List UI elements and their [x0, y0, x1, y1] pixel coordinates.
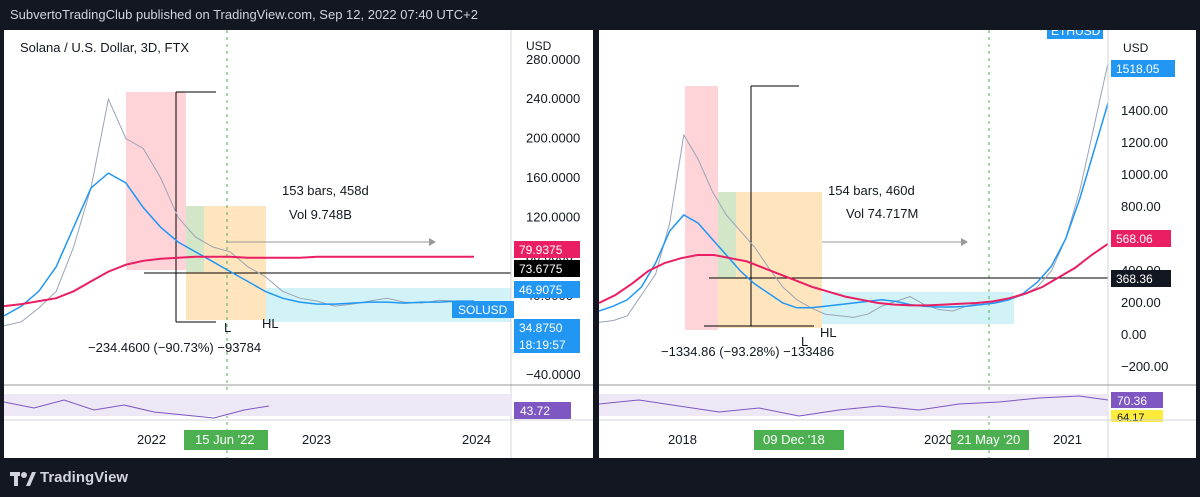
- price-tag-bg: [514, 319, 580, 336]
- y-tick-label: 200.0000: [526, 131, 580, 146]
- y-axis-unit: USD: [1123, 41, 1149, 55]
- higher-low-label: HL: [262, 316, 279, 331]
- price-tag-label: 1518.05: [1116, 62, 1160, 76]
- rsi-band: [4, 394, 511, 416]
- y-tick-label: 1000.00: [1121, 167, 1168, 182]
- volume-label: Vol 74.717M: [846, 206, 918, 221]
- y-tick-label: 800.00: [1121, 199, 1161, 214]
- price-tag-bg: [514, 260, 580, 277]
- projection-arrowhead: [961, 238, 968, 246]
- drop-zone-red: [126, 92, 186, 270]
- x-tick-2022: 2022: [137, 432, 166, 447]
- low-label: L: [801, 334, 808, 349]
- sma-series: [599, 242, 1109, 307]
- date-highlight-label-2: 21 May '20: [957, 432, 1020, 447]
- price-tag-label: 79.9375: [519, 243, 563, 257]
- x-tick-2024: 2024: [462, 432, 491, 447]
- y-tick-label: 200.00: [1121, 295, 1161, 310]
- chart-panel-solusd[interactable]: Solana / U.S. Dollar, 3D, FTX 153 bars, …: [4, 30, 593, 458]
- low-label: L: [224, 320, 231, 335]
- chart-svg-solusd[interactable]: Solana / U.S. Dollar, 3D, FTX 153 bars, …: [4, 30, 593, 458]
- publish-header: SubvertoTradingClub published on Trading…: [0, 0, 1200, 30]
- rsi-value: 43.72: [520, 404, 550, 418]
- footer-bar: TradingView: [0, 458, 1200, 497]
- ema-series: [4, 172, 474, 317]
- price-tag-bg: [1111, 270, 1171, 287]
- chart-panel-ethusd[interactable]: 154 bars, 460d Vol 74.717M −1334.86 (−93…: [599, 30, 1196, 458]
- y-axis-unit: USD: [526, 39, 552, 53]
- x-tick-2021: 2021: [1053, 432, 1082, 447]
- x-tick-2020: 2020: [924, 432, 953, 447]
- rsi-value-bottom: 64.17: [1117, 412, 1145, 424]
- x-tick-2018: 2018: [668, 432, 697, 447]
- price-tag-label: 73.6775: [519, 262, 563, 276]
- price-tag-bg: [1111, 60, 1175, 77]
- measure-label: −234.4600 (−90.73%) −93784: [88, 340, 261, 355]
- rsi-tag-top: [1111, 392, 1163, 408]
- y-tick-label: 0.00: [1121, 327, 1146, 342]
- date-highlight-label: 15 Jun '22: [195, 432, 255, 447]
- price-tag-bg: [1047, 30, 1103, 39]
- price-tag-bg: [514, 281, 580, 298]
- plot-bg: [599, 30, 1108, 420]
- rsi-tag-bottom: [1111, 410, 1163, 422]
- date-highlight-badge: [184, 430, 268, 450]
- y-tick-label: −40.0000: [526, 367, 581, 382]
- price-tag-label: SOLUSD: [458, 303, 508, 317]
- chart-title: Solana / U.S. Dollar, 3D, FTX: [20, 40, 189, 55]
- brand-name: TradingView: [40, 469, 129, 486]
- price-tag-label: 34.8750: [519, 321, 563, 335]
- price-tag-bg: [1111, 230, 1171, 247]
- y-tick-label: 240.0000: [526, 91, 580, 106]
- volume-label: Vol 9.748B: [289, 207, 352, 222]
- price-tag-label: 18:19:57: [519, 338, 566, 352]
- y-tick-label: −200.00: [1121, 359, 1168, 374]
- drop-zone-red: [685, 86, 718, 330]
- chart-svg-ethusd[interactable]: 154 bars, 460d Vol 74.717M −1334.86 (−93…: [599, 30, 1196, 458]
- y-tick-label: 1200.00: [1121, 135, 1168, 150]
- price-tag-bg: [452, 301, 514, 318]
- date-highlight-badge-2: [951, 430, 1029, 450]
- projection-arrowhead: [429, 238, 436, 246]
- rsi-line: [4, 399, 270, 419]
- price-tag-label: 46.9075: [519, 283, 563, 297]
- x-tick-2023: 2023: [302, 432, 331, 447]
- higher-low-label: HL: [820, 325, 837, 340]
- rsi-tag: [514, 402, 571, 419]
- rsi-line: [599, 395, 1109, 417]
- price-tags: 79.9375 73.6775 46.9075 SOLUSD 34.8750 18:19:…: [452, 241, 580, 353]
- tradingview-logo-icon: [10, 472, 36, 486]
- price-series: [4, 97, 475, 327]
- date-highlight-label-1: 09 Dec '18: [763, 432, 825, 447]
- range-zone-green: [186, 206, 204, 272]
- sma-series: [4, 255, 474, 308]
- rsi-value-top: 70.36: [1117, 394, 1147, 408]
- measure-label: −1334.86 (−93.28%) −133486: [661, 344, 834, 359]
- y-tick-label: 280.0000: [526, 52, 580, 67]
- range-label: 153 bars, 458d: [282, 183, 369, 198]
- price-tags: 1518.05 568.06 368.36 ETHUSD: [1047, 30, 1175, 287]
- rsi-band: [599, 394, 1108, 416]
- price-tag-label: 568.06: [1116, 232, 1153, 246]
- date-highlight-badge-1: [754, 430, 844, 450]
- price-tag-label: ETHUSD: [1051, 30, 1101, 38]
- y-tick-label: 160.0000: [526, 170, 580, 185]
- price-tag-bg: [514, 241, 580, 258]
- y-tick-label: 1400.00: [1121, 103, 1168, 118]
- price-tag-bg: [514, 336, 580, 353]
- range-label: 154 bars, 460d: [828, 183, 915, 198]
- publish-info: SubvertoTradingClub published on Trading…: [10, 7, 478, 22]
- y-tick-label: 120.0000: [526, 209, 580, 224]
- price-tag-label: 368.36: [1116, 272, 1153, 286]
